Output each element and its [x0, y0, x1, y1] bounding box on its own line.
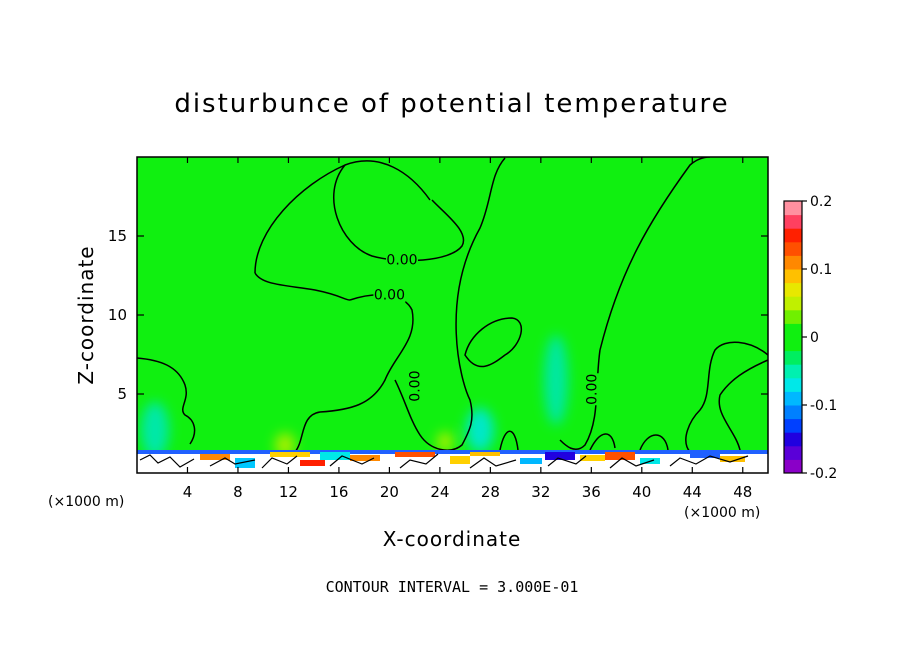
- contour-lines: [137, 157, 768, 453]
- contour-label: 0.00: [408, 371, 424, 402]
- contour-label: 0.00: [386, 253, 417, 269]
- colorbar-segment: [784, 418, 802, 433]
- x-tick-label: 24: [430, 483, 449, 501]
- contour-interval-note: CONTOUR INTERVAL = 3.000E-01: [326, 578, 579, 596]
- colorbar-ticks: 0.2 0.1 0 -0.1 -0.2: [802, 194, 837, 482]
- x-axis-label: X-coordinate: [383, 527, 522, 551]
- colorbar-tick-label: -0.1: [810, 398, 837, 414]
- colorbar-segment: [784, 445, 802, 460]
- contour-label: 0.00: [584, 374, 600, 405]
- contour-label-gap: [583, 373, 600, 406]
- x-tick-label: 48: [733, 483, 752, 501]
- colorbar-segment: [784, 296, 802, 311]
- colorbar-segment: [784, 282, 802, 297]
- contour-label-gap: [386, 251, 419, 268]
- colorbar-segment: [784, 201, 802, 216]
- colorbar-segment: [784, 228, 802, 243]
- colorbar-segment: [784, 337, 802, 352]
- colorbar-segment: [784, 350, 802, 365]
- colorbar-segment: [784, 377, 802, 392]
- colorbar-segment: [784, 364, 802, 379]
- colorbar-tick-label: -0.2: [810, 466, 837, 482]
- colorbar-segment: [784, 241, 802, 256]
- y-tick-label: 15: [108, 227, 127, 245]
- colorbar-segment: [784, 405, 802, 420]
- x-tick-label: 16: [329, 483, 348, 501]
- field-background: [137, 157, 768, 473]
- colorbar-tick-label: 0.2: [810, 194, 832, 210]
- colorbar-segment: [784, 269, 802, 284]
- x-tick-label: 32: [531, 483, 550, 501]
- x-tick-label: 4: [183, 483, 193, 501]
- plot-area: [137, 157, 768, 473]
- anomaly-blobs: [141, 335, 568, 458]
- x-tick-label: 44: [683, 483, 702, 501]
- colorbar-segment: [784, 323, 802, 338]
- x-tick-label: 8: [233, 483, 243, 501]
- x-axis-ticks: 4 8 12 16 20 24 28 32 36 40 44 48: [183, 157, 752, 501]
- contour-label: 0.00: [374, 287, 405, 303]
- x-tick-label: 12: [279, 483, 298, 501]
- x-axis-unit-right: (×1000 m): [684, 505, 760, 521]
- colorbar-tick-label: 0.1: [810, 262, 832, 278]
- colorbar-segment: [784, 459, 802, 474]
- colorbar-segment: [784, 255, 802, 270]
- contour-label-gap: [406, 370, 423, 403]
- x-tick-label: 28: [481, 483, 500, 501]
- colorbar-segment: [784, 214, 802, 229]
- x-tick-label: 40: [632, 483, 651, 501]
- contour-label-gap: [373, 286, 406, 303]
- chart-title: disturbunce of potential temperature: [174, 89, 729, 119]
- colorbar-segment: [784, 432, 802, 447]
- y-tick-label: 10: [108, 306, 127, 324]
- colorbar-segment: [784, 391, 802, 406]
- x-axis-unit-left: (×1000 m): [48, 494, 124, 510]
- y-axis-label: Z-coordinate: [74, 245, 98, 384]
- x-tick-label: 36: [582, 483, 601, 501]
- colorbar-segment: [784, 309, 802, 324]
- contour-labels: 0.00 0.00 0.00 0.00: [373, 251, 600, 406]
- x-tick-label: 20: [380, 483, 399, 501]
- y-axis-ticks: 5 10 15: [108, 227, 768, 403]
- y-tick-label: 5: [117, 385, 127, 403]
- colorbar-tick-label: 0: [810, 330, 819, 346]
- colorbar: [783, 200, 803, 474]
- surface-layer: [137, 450, 768, 473]
